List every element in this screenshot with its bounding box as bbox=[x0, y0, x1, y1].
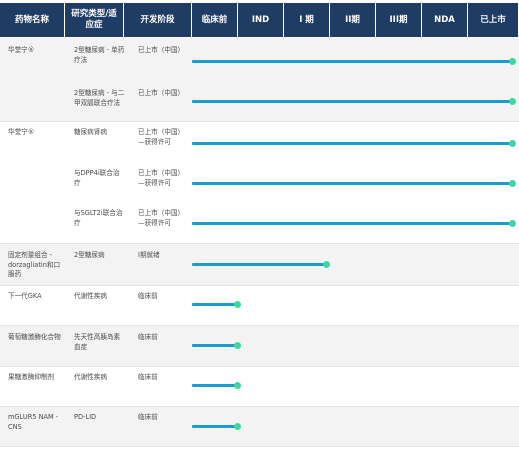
row-group-7-bg bbox=[0, 406, 519, 446]
row-group-4-bg bbox=[0, 285, 519, 325]
header-phase-2: II期 bbox=[330, 3, 375, 37]
row-drug-name: 华堂宁® bbox=[8, 128, 35, 136]
row-group-6-bg bbox=[0, 366, 519, 406]
progress-end-dot bbox=[322, 261, 330, 268]
progress-end-dot bbox=[508, 98, 516, 105]
progress-bar bbox=[192, 263, 326, 266]
progress-end-dot bbox=[233, 382, 241, 389]
row-indication: 先天性高胰岛素血症 bbox=[74, 333, 121, 351]
header-drug-name: 药物名称 bbox=[0, 3, 64, 37]
row-stage: 临床前 bbox=[138, 373, 158, 381]
header-phase-3: III期 bbox=[376, 3, 421, 37]
header-phase-preclinical: 临床前 bbox=[192, 3, 237, 37]
row-drug-name: 葡萄糖激酶化合物 bbox=[8, 333, 61, 341]
row-indication: 糖尿病肾病 bbox=[74, 128, 107, 136]
row-divider bbox=[0, 446, 519, 447]
progress-bar bbox=[192, 60, 512, 63]
row-stage: 已上市（中国） bbox=[138, 46, 185, 54]
header-phase-ind: IND bbox=[238, 3, 283, 37]
row-divider bbox=[0, 325, 519, 326]
row-stage: 已上市（中国）—获得许可 bbox=[138, 169, 185, 187]
row-drug-name: 固定剂量组合 - dorzagliatin和口服药 bbox=[8, 251, 61, 278]
row-indication: 与DPP4i联合治疗 bbox=[74, 169, 120, 187]
header-phase-1: I 期 bbox=[284, 3, 329, 37]
row-stage: 已上市（中国）—获得许可 bbox=[138, 128, 185, 146]
row-stage: 临床前 bbox=[138, 413, 158, 421]
header-phase-marketed: 已上市 bbox=[468, 3, 518, 37]
row-drug-name: 果糖激酶抑制剂 bbox=[8, 373, 55, 381]
row-drug-name: 华堂宁® bbox=[8, 46, 35, 54]
header-phase-nda: NDA bbox=[422, 3, 467, 37]
row-indication: 与SGLT2i联合治疗 bbox=[74, 209, 123, 227]
row-stage: 已上市（中国）—获得许可 bbox=[138, 209, 185, 227]
row-indication: 2型糖尿病 bbox=[74, 251, 105, 259]
progress-end-dot bbox=[508, 180, 516, 187]
row-stage: I期就绪 bbox=[138, 251, 160, 259]
row-indication: 2型糖尿病 - 与二甲双胍联合疗法 bbox=[74, 89, 125, 107]
progress-end-dot bbox=[233, 301, 241, 308]
progress-bar bbox=[192, 425, 237, 428]
row-stage: 临床前 bbox=[138, 292, 158, 300]
progress-end-dot bbox=[233, 423, 241, 430]
progress-end-dot bbox=[508, 140, 516, 147]
progress-bar bbox=[192, 100, 512, 103]
row-indication: 代谢性疾病 bbox=[74, 373, 107, 381]
progress-end-dot bbox=[508, 58, 516, 65]
row-divider bbox=[0, 406, 519, 407]
progress-bar bbox=[192, 142, 512, 145]
row-divider bbox=[0, 121, 519, 122]
header-indication: 研究类型/适应症 bbox=[65, 3, 123, 37]
row-divider bbox=[0, 366, 519, 367]
row-indication: PD-LID bbox=[74, 413, 97, 421]
row-indication: 代谢性疾病 bbox=[74, 292, 107, 300]
progress-bar bbox=[192, 303, 237, 306]
row-drug-name: 下一代GKA bbox=[8, 292, 42, 300]
progress-end-dot bbox=[508, 220, 516, 227]
progress-bar bbox=[192, 222, 512, 225]
row-group-5-bg bbox=[0, 325, 519, 366]
row-divider bbox=[0, 285, 519, 286]
header-stage: 开发阶段 bbox=[124, 3, 191, 37]
row-drug-name: mGLUR5 NAM - CNS bbox=[8, 413, 59, 431]
progress-bar bbox=[192, 384, 237, 387]
row-indication: 2型糖尿病 - 单药疗法 bbox=[74, 46, 125, 64]
row-group-1-bg bbox=[0, 38, 519, 121]
progress-end-dot bbox=[233, 342, 241, 349]
row-stage: 已上市（中国） bbox=[138, 89, 185, 97]
progress-bar bbox=[192, 344, 237, 347]
progress-bar bbox=[192, 182, 512, 185]
row-stage: 临床前 bbox=[138, 333, 158, 341]
row-divider bbox=[0, 243, 519, 244]
